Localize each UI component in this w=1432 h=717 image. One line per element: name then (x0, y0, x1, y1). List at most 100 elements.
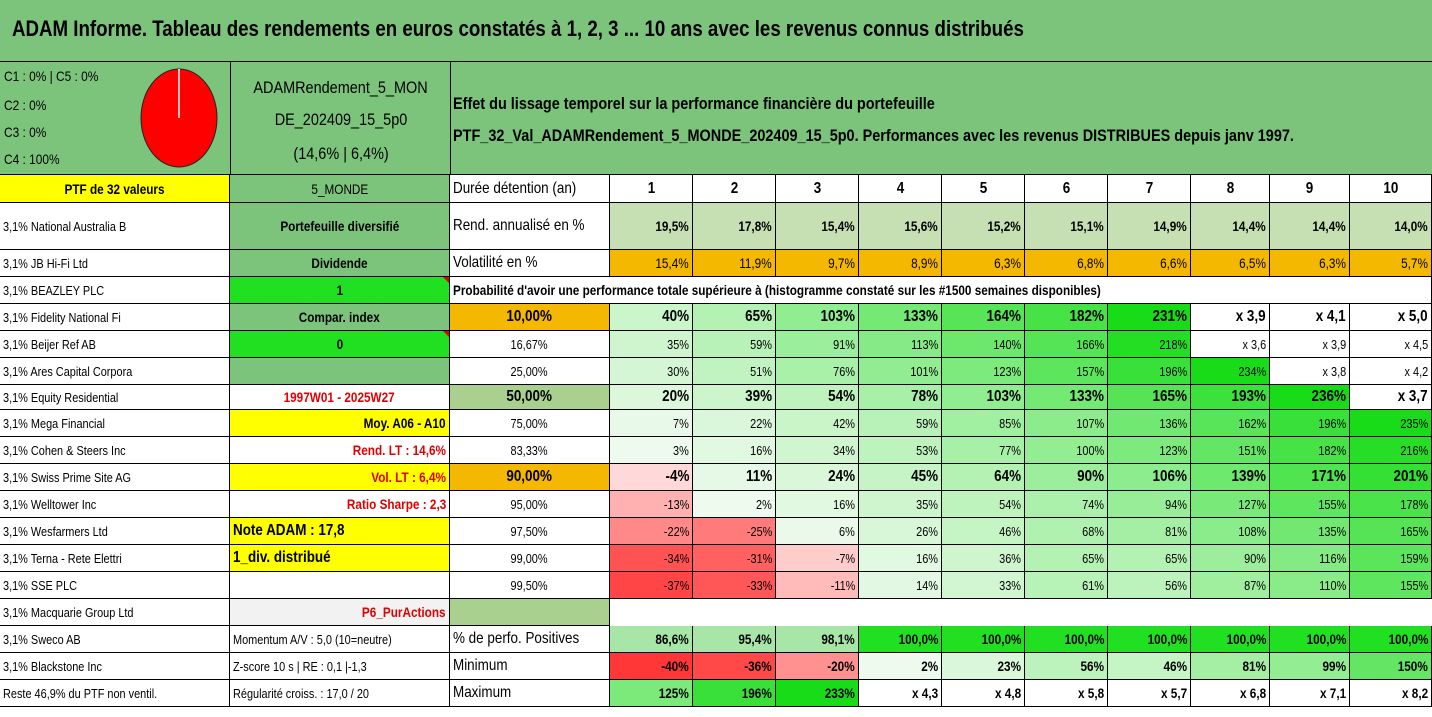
year-header: 8 (1191, 175, 1270, 203)
probability-value: 100% (1025, 437, 1108, 464)
holding-row: 3,1% Terna - Rete Elettri (0, 545, 230, 572)
annual-return-cell: 19,5% (610, 203, 693, 250)
holding-row: 3,1% Ares Capital Corpora (0, 358, 230, 385)
positive-cell: 100,0% (1108, 626, 1191, 653)
probability-threshold: 83,33% (450, 437, 610, 464)
probability-value: 165% (1108, 385, 1191, 410)
info-cell: 5_MONDE (230, 175, 450, 203)
minimum-cell: 2% (859, 653, 942, 680)
probability-value: 78% (859, 385, 942, 410)
spacer-cell (450, 599, 610, 626)
positive-cell: 86,6% (610, 626, 693, 653)
probability-value: x 4,2 (1350, 358, 1432, 385)
comment-flag-icon (443, 277, 449, 283)
holding-row: 3,1% BEAZLEY PLC (0, 277, 230, 304)
probability-value: 36% (942, 545, 1025, 572)
probability-value: 110% (1270, 572, 1350, 599)
info-cell: Note ADAM : 17,8 (230, 518, 450, 545)
year-header: 9 (1270, 175, 1350, 203)
probability-value: 133% (1025, 385, 1108, 410)
minimum-cell: -20% (776, 653, 859, 680)
holding-row: 3,1% Sweco AB (0, 626, 230, 653)
volatility-cell: 9,7% (776, 250, 859, 277)
probability-value: 171% (1270, 464, 1350, 491)
probability-value: 3% (610, 437, 693, 464)
probability-value: 64% (942, 464, 1025, 491)
probability-value: 6% (776, 518, 859, 545)
minimum-cell: -36% (693, 653, 776, 680)
probability-value: 107% (1025, 410, 1108, 437)
maximum-label: Maximum (450, 680, 610, 707)
probability-threshold: 90,00% (450, 464, 610, 491)
probability-value: 234% (1191, 358, 1270, 385)
info-cell: Ratio Sharpe : 2,3 (230, 491, 450, 518)
volatility-cell: 15,4% (610, 250, 693, 277)
probability-value: 22% (693, 410, 776, 437)
probability-value: 108% (1191, 518, 1270, 545)
probability-value: 133% (859, 304, 942, 331)
maximum-cell: x 8,2 (1350, 680, 1432, 707)
probability-value: -31% (693, 545, 776, 572)
probability-value: 103% (776, 304, 859, 331)
report-title: ADAM Informe. Tableau des rendements en … (12, 16, 1024, 41)
info-cell: Moy. A06 - A10 (230, 410, 450, 437)
probability-value: x 3,9 (1191, 304, 1270, 331)
probability-value: 42% (776, 410, 859, 437)
info-cell: 1997W01 - 2025W27 (230, 385, 450, 410)
probability-value: 123% (1108, 437, 1191, 464)
probability-value: -22% (610, 518, 693, 545)
probability-value: 39% (693, 385, 776, 410)
probability-value: 65% (1025, 545, 1108, 572)
annual-return-cell: 15,2% (942, 203, 1025, 250)
maximum-cell: x 7,1 (1270, 680, 1350, 707)
holding-row: 3,1% Cohen & Steers Inc (0, 437, 230, 464)
probability-value: 16% (859, 545, 942, 572)
holding-row: 3,1% Swiss Prime Site AG (0, 464, 230, 491)
probability-value: 182% (1025, 304, 1108, 331)
positive-cell: 100,0% (1270, 626, 1350, 653)
annual-return-cell: 15,6% (859, 203, 942, 250)
probability-value: 24% (776, 464, 859, 491)
info-cell (230, 572, 450, 599)
return-label: Rend. annualisé en % (450, 203, 610, 250)
allocation-pie-chart (140, 68, 218, 168)
fund-stats: (14,6% | 6,4%) (293, 144, 389, 163)
probability-value: 113% (859, 331, 942, 358)
probability-value: 235% (1350, 410, 1432, 437)
info-cell: Z-score 10 s | RE : 0,1 |-1,3 (230, 653, 450, 680)
probability-value: 193% (1191, 385, 1270, 410)
probability-value: x 3,7 (1350, 385, 1432, 410)
allocation-c2: C2 : 0% (4, 97, 47, 113)
holding-row: 3,1% Macquarie Group Ltd (0, 599, 230, 626)
probability-value: x 3,6 (1191, 331, 1270, 358)
holding-row: Reste 46,9% du PTF non ventil. (0, 680, 230, 707)
probability-value: 135% (1270, 518, 1350, 545)
probability-value: 236% (1270, 385, 1350, 410)
probability-threshold: 75,00% (450, 410, 610, 437)
annual-return-cell: 14,4% (1270, 203, 1350, 250)
probability-value: -25% (693, 518, 776, 545)
holding-row: 3,1% SSE PLC (0, 572, 230, 599)
maximum-cell: x 4,8 (942, 680, 1025, 707)
probability-value: 162% (1191, 410, 1270, 437)
probability-value: x 3,9 (1270, 331, 1350, 358)
probability-value: 7% (610, 410, 693, 437)
probability-value: 33% (942, 572, 1025, 599)
holding-row: 3,1% JB Hi-Fi Ltd (0, 250, 230, 277)
holding-row: 3,1% Beijer Ref AB (0, 331, 230, 358)
holding-row: 3,1% Wesfarmers Ltd (0, 518, 230, 545)
annual-return-cell: 14,9% (1108, 203, 1191, 250)
probability-value: 20% (610, 385, 693, 410)
annual-return-cell: 17,8% (693, 203, 776, 250)
probability-value: 77% (942, 437, 1025, 464)
header-info-panel: C1 : 0% | C5 : 0% C2 : 0% C3 : 0% C4 : 1… (0, 62, 1432, 175)
probability-threshold: 16,67% (450, 331, 610, 358)
probability-value: 59% (859, 410, 942, 437)
probability-threshold: 50,00% (450, 385, 610, 410)
probability-value: 59% (693, 331, 776, 358)
volatility-cell: 6,8% (1025, 250, 1108, 277)
volatility-label: Volatilité en % (450, 250, 610, 277)
holding-row: 3,1% Fidelity National Fi (0, 304, 230, 331)
probability-title: Probabilité d'avoir une performance tota… (450, 277, 1432, 304)
minimum-cell: 99% (1270, 653, 1350, 680)
